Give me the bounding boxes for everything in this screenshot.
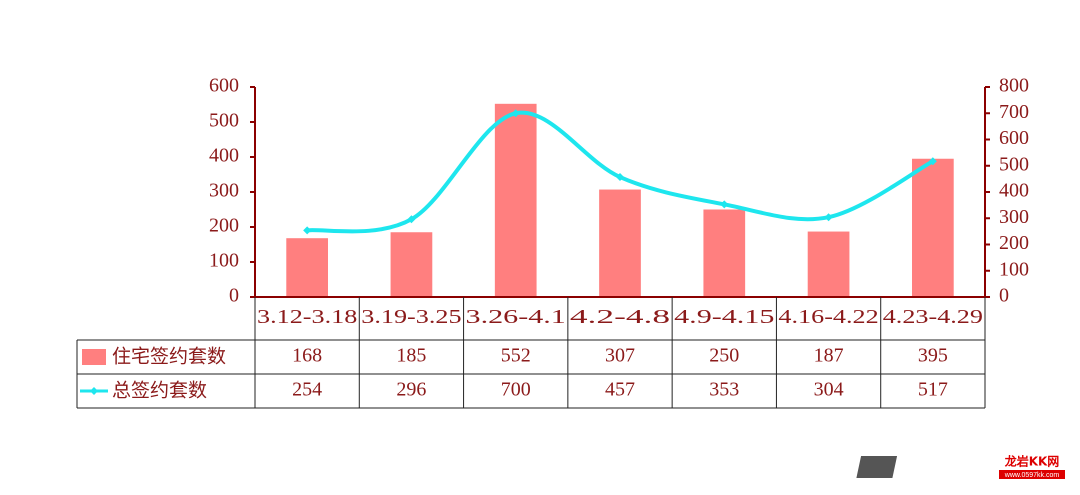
- table-value: 296: [396, 379, 426, 401]
- y2-tick-label: 600: [999, 127, 1029, 149]
- bar: [494, 103, 537, 297]
- legend-label: 总签约套数: [112, 380, 207, 402]
- x-tick-label: 3.26-4.1: [466, 306, 566, 328]
- table-value: 254: [292, 379, 322, 401]
- y-tick-label: 400: [209, 145, 239, 167]
- table-value: 250: [709, 345, 739, 367]
- y2-tick-label: 800: [999, 75, 1029, 97]
- y2-tick-label: 500: [999, 153, 1029, 175]
- table-value: 457: [605, 379, 635, 401]
- watermark: KK 龙岩KK网 www.0597kk.com: [856, 454, 1065, 479]
- table-value: 304: [814, 379, 844, 401]
- y2-tick-label: 100: [999, 258, 1029, 280]
- x-tick-label: 4.23-4.29: [883, 306, 983, 328]
- line-marker: [824, 213, 833, 222]
- y2-tick-label: 700: [999, 101, 1029, 123]
- table-value: 552: [501, 345, 531, 367]
- y-tick-label: 300: [209, 180, 239, 202]
- bar: [703, 209, 746, 297]
- line-marker: [303, 226, 312, 235]
- line-marker: [928, 157, 937, 166]
- y2-tick-label: 0: [999, 285, 1009, 307]
- y-tick-label: 600: [209, 75, 239, 97]
- line-marker: [407, 215, 416, 224]
- x-tick-label: 4.16-4.22: [778, 306, 878, 328]
- table-value: 168: [292, 345, 322, 367]
- table-value: 307: [605, 345, 635, 367]
- bar: [912, 158, 954, 297]
- legend-marker: [90, 387, 98, 395]
- line-marker: [511, 109, 520, 118]
- x-tick-label: 3.19-3.25: [361, 306, 461, 328]
- y2-tick-label: 400: [999, 180, 1029, 202]
- legend-swatch: [82, 349, 106, 365]
- y-tick-label: 500: [209, 110, 239, 132]
- table-value: 187: [814, 345, 844, 367]
- url-box: [999, 470, 1065, 479]
- y-tick-label: 200: [209, 215, 239, 237]
- bar: [807, 231, 850, 297]
- logo-box: [856, 456, 898, 478]
- y-tick-label: 100: [209, 250, 239, 272]
- bar: [390, 232, 433, 297]
- x-tick-label: 3.12-3.18: [257, 306, 357, 328]
- table-value: 395: [918, 345, 948, 367]
- table-value: 185: [396, 345, 426, 367]
- table-value: 700: [501, 379, 531, 401]
- line-marker: [720, 200, 729, 209]
- bar: [599, 189, 641, 297]
- table-value: 517: [918, 379, 948, 401]
- y2-tick-label: 300: [999, 206, 1029, 228]
- table-value: 353: [709, 379, 739, 401]
- y-tick-label: 0: [229, 285, 239, 307]
- watermark-name: 龙岩KK网: [1005, 454, 1060, 469]
- legend-label: 住宅签约套数: [112, 346, 226, 368]
- x-tick-label: 4.2-4.8: [570, 306, 670, 328]
- x-tick-label: 4.9-4.15: [674, 306, 774, 328]
- logo-text: KK: [964, 456, 990, 475]
- bar: [286, 238, 328, 297]
- watermark-url: www.0597kk.com: [1004, 472, 1060, 479]
- y2-tick-label: 200: [999, 232, 1029, 254]
- line-marker: [616, 173, 624, 182]
